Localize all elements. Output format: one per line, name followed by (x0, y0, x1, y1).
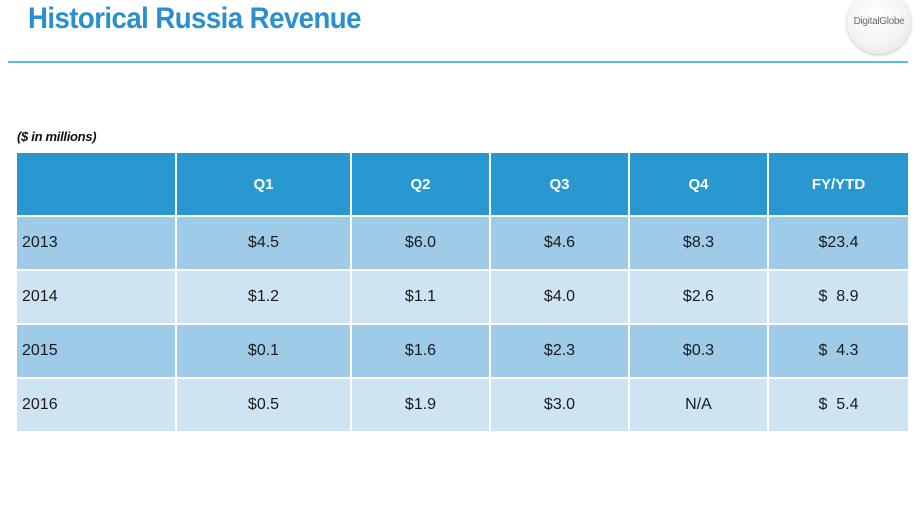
year-cell: 2013 (15, 215, 177, 271)
value-cell: $1.6 (350, 323, 491, 379)
header-cell-q1: Q1 (175, 151, 352, 217)
value-cell: $8.3 (628, 215, 769, 271)
total-cell: $ 4.3 (767, 323, 910, 379)
header-cell-fy-ytd: FY/YTD (767, 151, 910, 217)
value-cell: $0.3 (628, 323, 769, 379)
value-cell: $6.0 (350, 215, 491, 271)
header-cell-q4: Q4 (628, 151, 769, 217)
table-row: 2016 $0.5 $1.9 $3.0 N/A $ 5.4 (15, 377, 910, 433)
value-cell: $0.1 (175, 323, 352, 379)
value-cell: $2.6 (628, 269, 769, 325)
value-cell: $1.1 (350, 269, 491, 325)
value-cell: $1.2 (175, 269, 352, 325)
revenue-table: Q1 Q2 Q3 Q4 FY/YTD 2013 $4.5 $6.0 $4.6 $… (15, 151, 910, 433)
header-cell-q3: Q3 (489, 151, 630, 217)
page-title: Historical Russia Revenue (28, 2, 361, 35)
year-cell: 2016 (15, 377, 177, 433)
value-cell: $4.0 (489, 269, 630, 325)
table-row: 2013 $4.5 $6.0 $4.6 $8.3 $23.4 (15, 215, 910, 271)
header-cell-q2: Q2 (350, 151, 491, 217)
header-cell-corner (15, 151, 177, 217)
logo-text: DigitalGlobe (853, 16, 905, 27)
total-cell: $23.4 (767, 215, 910, 271)
table-row: 2014 $1.2 $1.1 $4.0 $2.6 $ 8.9 (15, 269, 910, 325)
value-cell: $1.9 (350, 377, 491, 433)
value-cell: $2.3 (489, 323, 630, 379)
value-cell: N/A (628, 377, 769, 433)
units-note: ($ in millions) (17, 129, 97, 144)
value-cell: $0.5 (175, 377, 352, 433)
year-cell: 2014 (15, 269, 177, 325)
table-row: 2015 $0.1 $1.6 $2.3 $0.3 $ 4.3 (15, 323, 910, 379)
value-cell: $4.5 (175, 215, 352, 271)
total-cell: $ 8.9 (767, 269, 910, 325)
total-cell: $ 5.4 (767, 377, 910, 433)
year-cell: 2015 (15, 323, 177, 379)
value-cell: $3.0 (489, 377, 630, 433)
table-header-row: Q1 Q2 Q3 Q4 FY/YTD (15, 151, 910, 217)
title-divider (8, 61, 908, 63)
digitalglobe-logo: DigitalGlobe (847, 0, 911, 54)
value-cell: $4.6 (489, 215, 630, 271)
